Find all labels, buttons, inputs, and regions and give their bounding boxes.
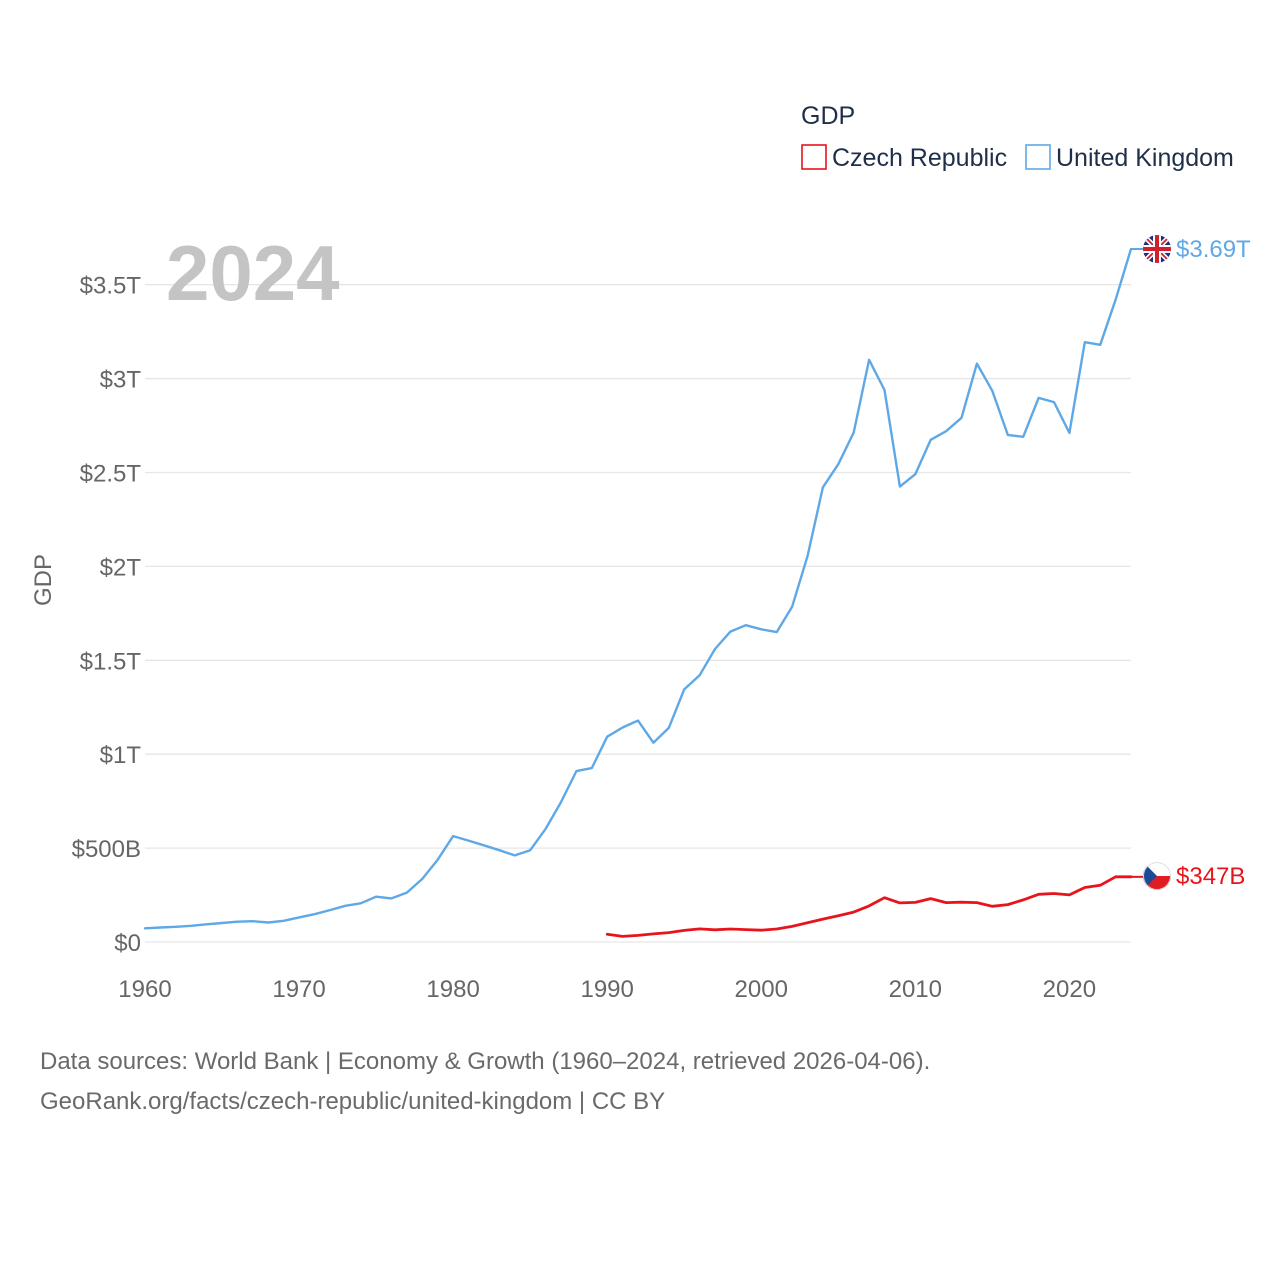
series-lines bbox=[143, 247, 1143, 938]
czech-end-marker: $347B bbox=[1143, 862, 1245, 890]
gdp-line-chart: $0 $500B $1T $1.5T $2T $2.5T $3T $3.5T 1960 1970… bbox=[30, 102, 1251, 1003]
x-axis-ticks: 1960 1970 1980 1990 2000 2010 2020 bbox=[118, 976, 1096, 1003]
y-tick-label: $2.5T bbox=[80, 460, 142, 487]
footer: Data sources: World Bank | Economy & Gro… bbox=[40, 1042, 1240, 1122]
czech-end-value: $347B bbox=[1176, 863, 1245, 890]
y-tick-label: $3.5T bbox=[80, 273, 142, 300]
legend: GDP Czech Republic United Kingdom bbox=[801, 102, 1234, 172]
uk-end-value: $3.69T bbox=[1176, 236, 1251, 263]
uk-end-marker: $3.69T bbox=[1143, 235, 1251, 263]
legend-swatch-czech-republic bbox=[801, 144, 827, 170]
y-tick-label: $1.5T bbox=[80, 648, 142, 675]
year-label: 2024 bbox=[166, 229, 340, 317]
y-tick-label: $3T bbox=[100, 367, 142, 394]
legend-item-czech-republic[interactable]: Czech Republic bbox=[801, 144, 1007, 172]
x-tick-label: 1970 bbox=[272, 976, 325, 1003]
y-tick-label: $1T bbox=[100, 742, 142, 769]
y-axis-title: GDP bbox=[30, 554, 57, 606]
x-tick-label: 1990 bbox=[580, 976, 633, 1003]
y-tick-label: $2T bbox=[100, 554, 142, 581]
x-tick-label: 1960 bbox=[118, 976, 171, 1003]
x-tick-label: 2000 bbox=[735, 976, 788, 1003]
x-tick-label: 2010 bbox=[889, 976, 942, 1003]
legend-label-united-kingdom: United Kingdom bbox=[1056, 144, 1234, 172]
source-link[interactable]: GeoRank.org/facts/czech-republic/united-… bbox=[40, 1088, 666, 1115]
series-line-united-kingdom bbox=[143, 247, 1133, 930]
y-axis-ticks: $0 $500B $1T $1.5T $2T $2.5T $3T $3.5T bbox=[72, 273, 142, 957]
y-tick-label: $500B bbox=[72, 836, 141, 863]
y-tick-label: $0 bbox=[114, 930, 141, 957]
uk-flag-icon bbox=[1143, 235, 1171, 263]
legend-swatch-united-kingdom bbox=[1025, 144, 1051, 170]
legend-item-united-kingdom[interactable]: United Kingdom bbox=[1025, 144, 1234, 172]
czech-flag-icon bbox=[1143, 862, 1171, 890]
series-line-czech-republic bbox=[605, 875, 1133, 938]
gridlines bbox=[145, 284, 1131, 943]
legend-title: GDP bbox=[801, 102, 855, 130]
legend-label-czech-republic: Czech Republic bbox=[832, 144, 1007, 172]
x-tick-label: 1980 bbox=[426, 976, 479, 1003]
data-sources-text: Data sources: World Bank | Economy & Gro… bbox=[40, 1048, 931, 1075]
x-tick-label: 2020 bbox=[1043, 976, 1096, 1003]
